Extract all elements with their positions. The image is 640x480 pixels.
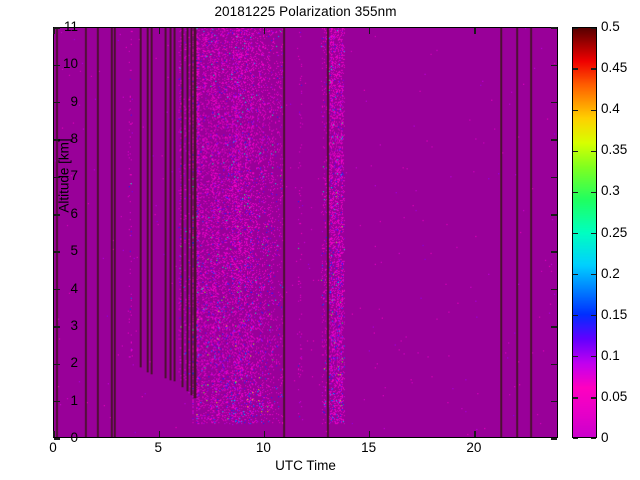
- y-tick: [551, 251, 557, 253]
- colorbar-tick-label: 0.2: [601, 265, 620, 281]
- y-tick: [54, 326, 60, 328]
- x-tick-label: 0: [49, 440, 57, 455]
- y-tick-label: 5: [70, 243, 78, 259]
- y-tick: [54, 64, 60, 67]
- colorbar-tick: [591, 356, 596, 358]
- colorbar-tick: [591, 232, 596, 235]
- colorbar-tick: [573, 68, 578, 70]
- colorbar-tick: [591, 191, 596, 194]
- x-tick: [474, 28, 476, 34]
- colorbar-tick-label: 0.5: [601, 19, 620, 34]
- y-tick: [54, 400, 60, 403]
- colorbar: [572, 27, 597, 439]
- y-tick-label: 0: [70, 430, 78, 445]
- colorbar-tick: [591, 437, 596, 439]
- colorbar-tick: [591, 68, 596, 70]
- colorbar-tick-label: 0.45: [601, 60, 628, 76]
- x-tick: [53, 431, 55, 437]
- y-tick-label: 3: [70, 317, 78, 333]
- colorbar-tick-label: 0.25: [601, 224, 628, 240]
- y-tick: [551, 102, 557, 104]
- colorbar-tick: [573, 150, 578, 152]
- y-tick-label: 2: [70, 355, 78, 371]
- y-tick-label: 4: [70, 280, 78, 296]
- y-tick: [551, 27, 557, 29]
- colorbar-tick: [591, 150, 596, 152]
- y-tick: [551, 438, 557, 440]
- colorbar-tick: [573, 356, 578, 358]
- y-tick: [551, 363, 557, 365]
- x-tick: [263, 28, 266, 34]
- colorbar-tick: [591, 273, 596, 276]
- colorbar-gradient: [573, 28, 596, 437]
- y-tick-label: 9: [70, 93, 78, 109]
- colorbar-tick: [591, 397, 596, 399]
- colorbar-tick: [573, 397, 578, 399]
- y-axis-title: Altitude [km]: [56, 138, 72, 213]
- colorbar-tick-label: 0.3: [601, 183, 620, 199]
- y-tick: [551, 326, 557, 328]
- y-tick: [551, 288, 557, 291]
- x-tick: [368, 28, 371, 34]
- heatmap-axes: [53, 27, 558, 440]
- colorbar-tick: [573, 315, 578, 317]
- x-tick: [368, 431, 371, 437]
- y-tick: [54, 139, 60, 141]
- colorbar-tick: [573, 109, 578, 111]
- y-tick: [54, 27, 60, 29]
- y-tick-label: 11: [63, 19, 78, 34]
- x-tick: [53, 28, 55, 34]
- y-tick: [54, 438, 60, 440]
- colorbar-tick-label: 0.15: [601, 306, 628, 322]
- colorbar-tick-label: 0.05: [601, 388, 628, 404]
- y-tick: [54, 176, 60, 179]
- colorbar-tick-label: 0.4: [601, 101, 620, 117]
- colorbar-tick: [591, 109, 596, 111]
- y-tick: [551, 214, 557, 216]
- colorbar-tick: [573, 191, 578, 194]
- colorbar-tick: [573, 273, 578, 276]
- chart-title: 20181225 Polarization 355nm: [214, 4, 397, 19]
- y-tick: [551, 64, 557, 67]
- x-tick-label: 10: [255, 440, 271, 455]
- y-tick: [54, 251, 60, 253]
- x-tick-label: 15: [361, 440, 377, 455]
- y-tick: [54, 288, 60, 291]
- x-tick: [158, 28, 160, 34]
- y-tick-label: 8: [70, 131, 78, 147]
- y-tick: [551, 139, 557, 141]
- colorbar-tick: [591, 28, 596, 30]
- x-tick-label: 5: [154, 440, 162, 455]
- colorbar-tick: [591, 315, 596, 317]
- colorbar-tick-label: 0: [601, 430, 609, 445]
- colorbar-tick: [573, 437, 578, 439]
- x-axis-title: UTC Time: [275, 458, 336, 473]
- x-tick-label: 20: [466, 440, 482, 455]
- y-tick: [54, 363, 60, 365]
- x-tick: [474, 431, 476, 437]
- heatmap-image: [54, 28, 557, 437]
- y-tick: [54, 214, 60, 216]
- colorbar-tick: [573, 232, 578, 235]
- x-tick: [158, 431, 160, 437]
- colorbar-tick-label: 0.35: [601, 142, 628, 158]
- y-tick-label: 6: [70, 205, 78, 221]
- y-tick: [551, 400, 557, 403]
- colorbar-tick-label: 0.1: [601, 347, 620, 363]
- colorbar-tick: [573, 28, 578, 30]
- y-tick-label: 1: [70, 392, 78, 408]
- y-tick: [551, 176, 557, 179]
- y-tick-label: 7: [70, 168, 78, 184]
- y-tick-label: 10: [62, 56, 78, 72]
- y-tick: [54, 102, 60, 104]
- x-tick: [263, 431, 266, 437]
